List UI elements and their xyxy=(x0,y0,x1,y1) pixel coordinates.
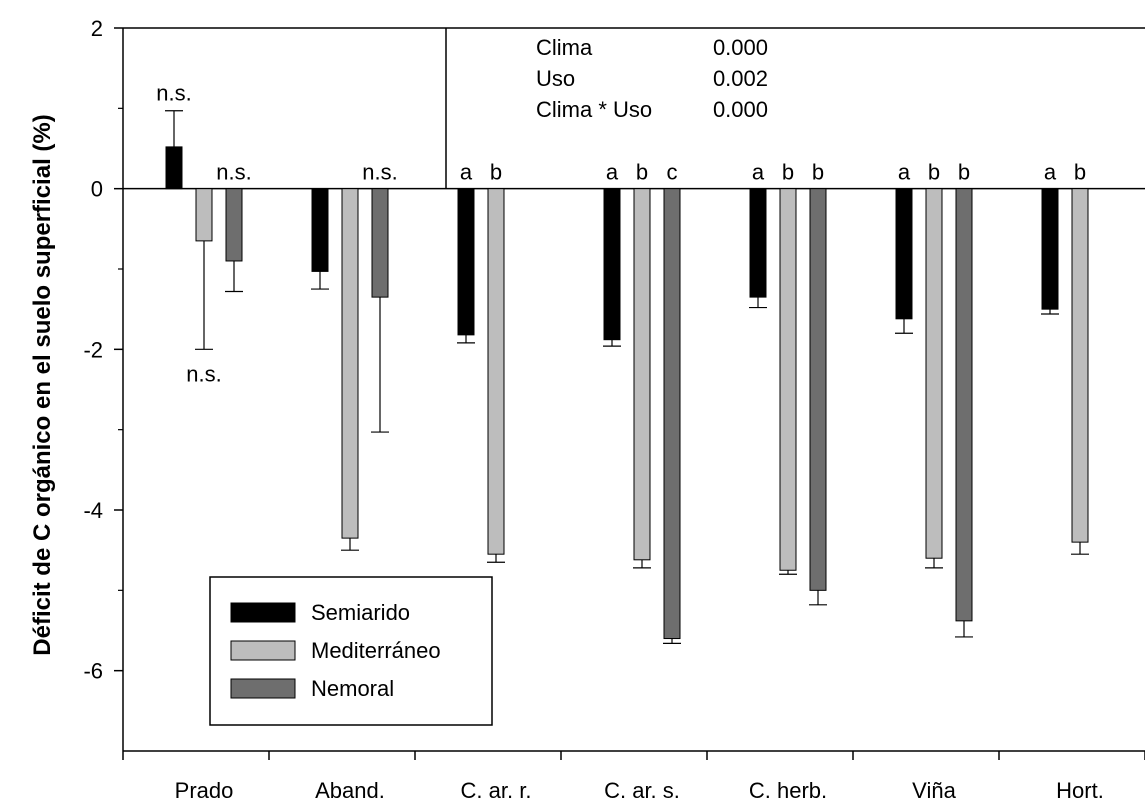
stat-term: Uso xyxy=(536,66,575,91)
significance-label: a xyxy=(898,160,911,185)
stat-term: Clima * Uso xyxy=(536,97,652,122)
legend: Semiarido Mediterráneo Nemoral xyxy=(209,576,493,726)
significance-label: n.s. xyxy=(156,81,191,106)
x-tick-label: Hort. xyxy=(1056,778,1104,803)
y-tick-label: 0 xyxy=(91,177,103,202)
x-tick-label: Aband. xyxy=(315,778,385,803)
stats-box: Clima 0.000 Uso 0.002 Clima * Uso 0.000 xyxy=(445,28,768,189)
x-tick-label: Prado xyxy=(175,778,234,803)
bar xyxy=(311,188,329,272)
significance-label: n.s. xyxy=(186,361,221,386)
legend-swatch xyxy=(230,640,296,661)
bar xyxy=(487,188,505,555)
significance-label: b xyxy=(958,160,970,185)
significance-label: b xyxy=(636,160,648,185)
bar xyxy=(809,188,827,591)
legend-label: Mediterráneo xyxy=(311,638,441,663)
significance-label: b xyxy=(490,160,502,185)
bar xyxy=(603,188,621,341)
significance-label: c xyxy=(667,160,678,185)
significance-label: b xyxy=(928,160,940,185)
significance-label: n.s. xyxy=(216,160,251,185)
y-tick-label: -2 xyxy=(83,337,103,362)
axes: 2 0 -2 -4 -6 xyxy=(83,16,1145,760)
stat-p-value: 0.002 xyxy=(713,66,768,91)
bar xyxy=(225,188,243,262)
bar xyxy=(457,188,475,336)
bar xyxy=(925,188,943,559)
legend-swatch xyxy=(230,602,296,623)
significance-label: a xyxy=(606,160,619,185)
legend-label: Nemoral xyxy=(311,676,394,701)
bar xyxy=(779,188,797,571)
significance-label: b xyxy=(782,160,794,185)
bar xyxy=(371,188,389,298)
significance-label: b xyxy=(1074,160,1086,185)
bar xyxy=(1071,188,1089,543)
bar xyxy=(663,188,681,640)
significance-label: a xyxy=(752,160,765,185)
bar xyxy=(955,188,973,622)
stat-term: Clima xyxy=(536,35,593,60)
bars xyxy=(165,110,1089,644)
bar xyxy=(1041,188,1059,310)
x-tick-label: Viña xyxy=(912,778,956,803)
stat-p-value: 0.000 xyxy=(713,35,768,60)
significance-label: a xyxy=(1044,160,1057,185)
y-tick-label: -6 xyxy=(83,659,103,684)
bar xyxy=(749,188,767,298)
y-axis-label: Déficit de C orgánico en el suelo superf… xyxy=(29,114,56,655)
bar xyxy=(895,188,913,320)
legend-swatch xyxy=(230,678,296,699)
significance-label: a xyxy=(460,160,473,185)
x-tick-label: C. ar. s. xyxy=(604,778,680,803)
x-tick-label: C. herb. xyxy=(749,778,827,803)
x-tick-label: C. ar. r. xyxy=(461,778,532,803)
bar xyxy=(341,188,359,539)
labels: Prado Aband. C. ar. r. C. ar. s. C. herb. Viñ… xyxy=(156,81,1104,803)
stat-p-value: 0.000 xyxy=(713,97,768,122)
bar xyxy=(165,146,183,190)
significance-label: n.s. xyxy=(362,160,397,185)
y-tick-label: -4 xyxy=(83,498,103,523)
legend-label: Semiarido xyxy=(311,600,410,625)
bar xyxy=(195,188,213,242)
significance-label: b xyxy=(812,160,824,185)
y-tick-label: 2 xyxy=(91,16,103,41)
bar xyxy=(633,188,651,561)
